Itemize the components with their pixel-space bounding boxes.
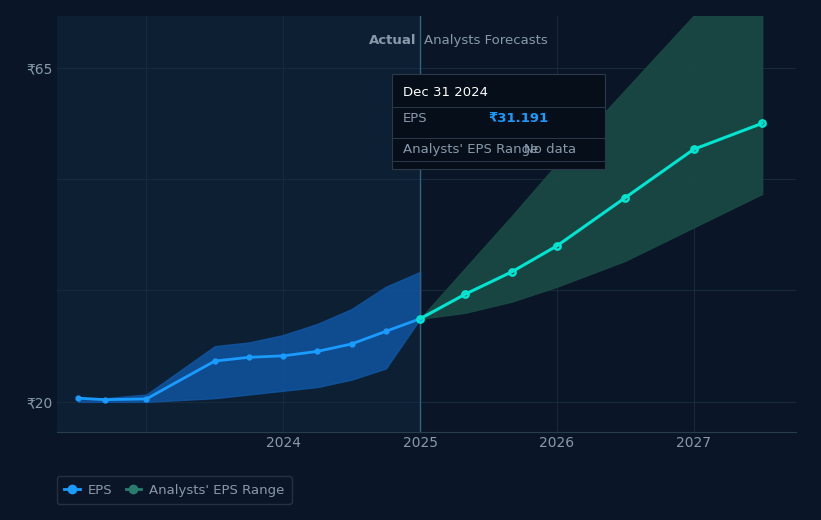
Legend: EPS, Analysts' EPS Range: EPS, Analysts' EPS Range bbox=[57, 476, 292, 504]
Text: ₹31.191: ₹31.191 bbox=[488, 112, 548, 125]
Text: No data: No data bbox=[525, 143, 576, 156]
Bar bbox=[57, 16, 420, 432]
Text: Analysts Forecasts: Analysts Forecasts bbox=[424, 34, 548, 47]
Text: Actual: Actual bbox=[369, 34, 416, 47]
Text: Analysts' EPS Range: Analysts' EPS Range bbox=[403, 143, 538, 156]
Text: Dec 31 2024: Dec 31 2024 bbox=[403, 86, 488, 99]
Text: EPS: EPS bbox=[403, 112, 428, 125]
